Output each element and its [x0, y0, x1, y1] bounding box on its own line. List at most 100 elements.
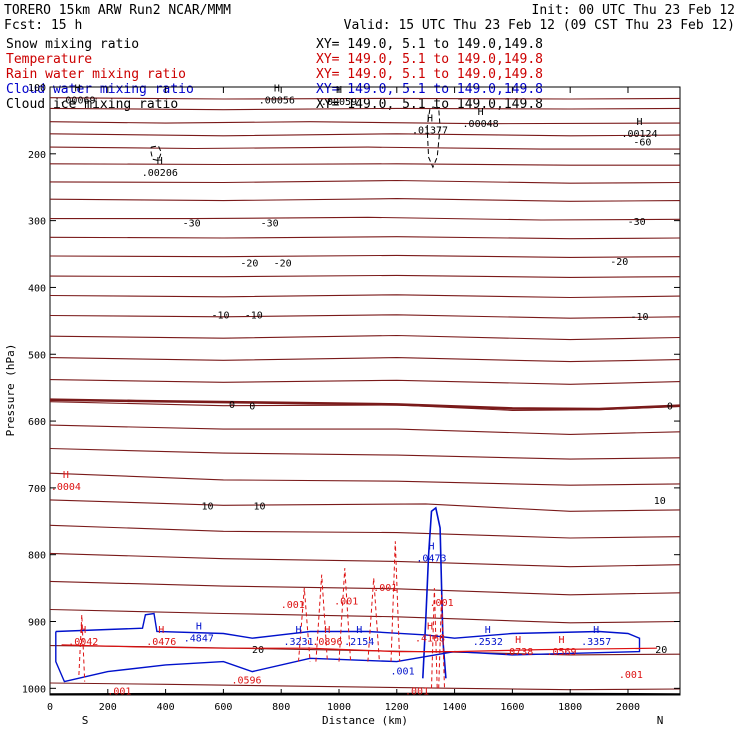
temperature-label: -10 [631, 312, 649, 323]
temperature-label: -30 [183, 218, 201, 229]
legend-field-xy: XY= 149.0, 5.1 to 149.0,149.8 [316, 37, 543, 52]
max-value: .00056 [259, 96, 295, 107]
max-value: .0569 [546, 647, 576, 658]
legend-field-name: Temperature [6, 52, 92, 67]
temperature-isotherm [49, 499, 681, 512]
temperature-isotherm [49, 163, 680, 166]
max-marker: H [478, 107, 484, 118]
temperature-isotherm [49, 379, 681, 385]
max-marker: H [356, 625, 362, 636]
x-tick-label: 400 [157, 702, 175, 713]
x-tick-label: 200 [99, 702, 117, 713]
x-tick-label: 1000 [327, 702, 351, 713]
max-value: .0004 [51, 482, 81, 493]
temperature-isotherm [49, 107, 681, 111]
temperature-label: -20 [240, 258, 258, 269]
max-value: .00059 [321, 97, 357, 108]
max-marker: H [485, 625, 491, 636]
max-marker: H [637, 117, 643, 128]
temperature-isotherm [50, 216, 681, 221]
y-tick-label: 600 [28, 417, 46, 428]
temperature-isotherm [49, 524, 681, 539]
plot-frame [49, 86, 681, 696]
contour-value-label: .0596 [231, 675, 261, 686]
contour-value-label: .001 [430, 598, 454, 609]
temperature-isotherm [49, 424, 681, 435]
max-value: .00206 [142, 168, 178, 179]
temperature-labels: -60 -30 -30 -30 -20 -20 -20 -10 -10 -10 0 0 0 10 10 10 2… [183, 137, 673, 656]
temperature-isotherm [49, 472, 681, 486]
x-tick-label: 600 [214, 702, 232, 713]
header-valid: Valid: 15 UTC Thu 23 Feb 12 (09 CST Thu … [344, 18, 735, 33]
y-axis-label: Pressure (hPa) [4, 344, 17, 437]
rain-contour [298, 588, 311, 662]
max-value: .2154 [344, 637, 374, 648]
temperature-isotherm [49, 97, 681, 100]
legend-field-name: Snow mixing ratio [6, 37, 139, 52]
temperature-label: 10 [253, 502, 265, 513]
cloud-water-band [55, 612, 641, 683]
rain-contour [431, 588, 438, 689]
temperature-label: 20 [655, 645, 667, 656]
temperature-isotherm [49, 294, 681, 299]
max-marker: H [515, 635, 521, 646]
max-labels: H.00069H.00056H.00059H.00206H.01377H.000… [51, 84, 658, 658]
temperature-isotherm [49, 608, 681, 624]
legend-field-name: Cloud ice mixing ratio [6, 97, 178, 112]
temperature-isotherm [49, 133, 681, 137]
max-value: .01377 [412, 126, 448, 137]
north-label: N [657, 714, 664, 727]
temperature-isotherm [49, 121, 681, 125]
legend-field-name: Cloud water mixing ratio [6, 82, 194, 97]
max-marker: H [427, 114, 433, 125]
ice-contour [426, 106, 441, 169]
legend-field-xy: XY= 149.0, 5.1 to 149.0,149.8 [316, 67, 543, 82]
temperature-isotherm [49, 334, 681, 341]
max-marker: H [427, 622, 433, 633]
temperature-label: -10 [211, 311, 229, 322]
header-model: TORERO 15km ARW Run2 NCAR/MMM [4, 3, 231, 18]
temperature-isotherm [49, 447, 681, 460]
max-value: .4847 [184, 634, 214, 645]
max-marker: H [80, 625, 86, 636]
temperature-label: 20 [252, 645, 264, 656]
contour-value-labels: .001 .001 .001 .001 .001 .001 .0596 .001 .001 [107, 583, 643, 698]
legend-field-name: Rain water mixing ratio [6, 67, 186, 82]
temperature-isotherm [49, 198, 681, 202]
y-tick-label: 100 [28, 83, 46, 94]
x-tick-label: 1800 [558, 702, 582, 713]
x-axis-label: Distance (km) [322, 714, 408, 727]
legend-field-xy: XY= 149.0, 5.1 to 149.0,149.8 [316, 82, 543, 97]
x-tick-label: 1400 [443, 702, 467, 713]
contour-value-label: .001 [373, 583, 397, 594]
temperature-label: 0 [249, 401, 255, 412]
y-tick-label: 200 [28, 150, 46, 161]
max-marker: H [274, 84, 280, 95]
max-value: .0738 [503, 647, 533, 658]
x-tick-label: 1600 [500, 702, 524, 713]
temperature-contours [49, 97, 681, 691]
contour-value-label: .001 [405, 687, 429, 698]
max-marker: H [63, 470, 69, 481]
y-tick-label: 300 [28, 217, 46, 228]
temperature-label: -60 [633, 137, 651, 148]
contour-value-label: .001 [619, 670, 643, 681]
temperature-label: 0 [667, 401, 673, 412]
max-marker: H [428, 541, 434, 552]
x-tick-label: 2000 [616, 702, 640, 713]
temperature-label: 10 [654, 496, 666, 507]
x-tick-label: 1200 [385, 702, 409, 713]
temperature-isotherm [49, 314, 681, 319]
temperature-label: -30 [628, 217, 646, 228]
max-marker: H [158, 625, 164, 636]
temperature-isotherm [49, 552, 681, 568]
x-tick-label: 800 [272, 702, 290, 713]
contour-value-label: .001 [334, 596, 358, 607]
axes: 0 200 400 600 800 1000 1200 1400 1600 1800 2000100… [22, 83, 680, 713]
temperature-label: -20 [610, 257, 628, 268]
max-value: .0896 [312, 637, 342, 648]
temperature-isotherm [49, 236, 681, 240]
max-value: .2532 [473, 637, 503, 648]
max-value: .00048 [463, 119, 499, 130]
